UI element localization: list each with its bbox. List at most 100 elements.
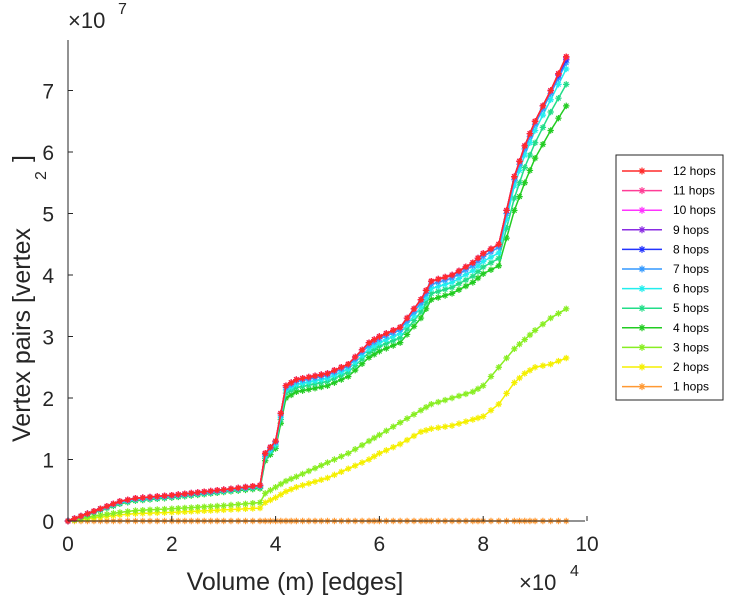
data-point (299, 482, 306, 489)
data-point (441, 286, 449, 293)
data-point (90, 512, 98, 520)
data-point (547, 108, 554, 116)
data-point (103, 511, 111, 518)
data-point (305, 373, 313, 381)
data-point (531, 327, 539, 334)
series-line (67, 57, 567, 522)
data-point (214, 507, 221, 514)
data-point (521, 336, 528, 343)
legend-entry: 1 hops (622, 380, 709, 394)
data-point (175, 491, 182, 498)
data-point (521, 142, 528, 150)
data-point (555, 310, 562, 317)
data-point (563, 81, 570, 88)
y-tick-label: 0 (42, 511, 54, 534)
data-point (345, 465, 352, 472)
series-6-hops (64, 65, 570, 525)
y-multiplier-exponent: 7 (118, 1, 127, 18)
data-point (417, 428, 425, 436)
series-line (67, 59, 567, 522)
data-point (242, 483, 249, 491)
data-point (448, 394, 456, 402)
data-point (383, 330, 390, 337)
x-ticks: 0 2 4 6 8 10 (62, 516, 599, 556)
data-point (480, 413, 487, 420)
data-point (474, 385, 482, 392)
data-point (175, 505, 182, 512)
legend-label: 5 hops (673, 301, 709, 315)
data-point (422, 404, 430, 411)
legend-entry: 11 hops (622, 184, 715, 198)
legend-label: 6 hops (673, 282, 709, 296)
data-point (188, 489, 195, 497)
data-point (146, 509, 154, 517)
data-point (547, 96, 554, 103)
data-point (299, 375, 306, 382)
data-point (503, 234, 510, 242)
data-point (503, 207, 510, 214)
data-point (563, 53, 570, 60)
data-point (390, 444, 397, 451)
data-point (422, 305, 430, 313)
data-point (428, 296, 435, 303)
data-point (487, 245, 495, 253)
x-tick-label: 4 (270, 533, 282, 556)
data-point (526, 367, 534, 374)
data-point (371, 434, 378, 442)
data-point (358, 459, 366, 466)
y-axis-label-group: Vertex pairs [vertex 2 ] (8, 155, 50, 442)
series-8-hops (64, 56, 570, 525)
legend-marker (638, 324, 646, 332)
series-line (67, 68, 567, 522)
data-point (480, 250, 487, 257)
data-point (495, 241, 502, 248)
data-point (358, 355, 366, 363)
data-point (526, 151, 534, 159)
data-point (531, 127, 539, 134)
data-point (110, 510, 117, 517)
data-point (403, 415, 411, 422)
series-9-hops (64, 54, 570, 525)
data-point (526, 331, 534, 339)
data-point (441, 281, 449, 288)
plot-series (64, 53, 570, 525)
data-point (448, 290, 456, 297)
data-point (417, 314, 425, 322)
legend-marker (638, 383, 646, 391)
y-tick-label: 4 (42, 265, 54, 288)
data-point (338, 376, 345, 383)
data-point (521, 151, 528, 159)
data-point (376, 348, 383, 355)
data-point (287, 379, 295, 386)
data-point (318, 383, 325, 391)
data-point (539, 111, 547, 119)
data-point (365, 437, 373, 445)
data-point (194, 507, 201, 515)
data-point (201, 503, 208, 510)
data-point (396, 419, 404, 426)
data-point (428, 277, 435, 285)
data-point (403, 321, 411, 328)
data-point (547, 314, 554, 322)
data-point (455, 420, 463, 427)
data-point (338, 468, 345, 475)
y-tick-label: 1 (42, 450, 54, 473)
data-point (422, 299, 430, 306)
data-point (358, 346, 366, 354)
series-3-hops (64, 305, 570, 525)
data-point (376, 450, 383, 457)
data-point (521, 179, 528, 186)
data-point (403, 325, 411, 333)
series-line (67, 83, 567, 522)
data-point (227, 501, 235, 509)
data-point (441, 273, 449, 281)
data-point (428, 400, 435, 408)
data-point (563, 65, 570, 73)
legend-marker (638, 265, 646, 273)
data-point (516, 158, 523, 165)
data-point (371, 342, 378, 349)
data-point (299, 470, 306, 478)
legend-marker (638, 187, 646, 195)
data-point (410, 305, 418, 313)
data-point (338, 364, 345, 371)
